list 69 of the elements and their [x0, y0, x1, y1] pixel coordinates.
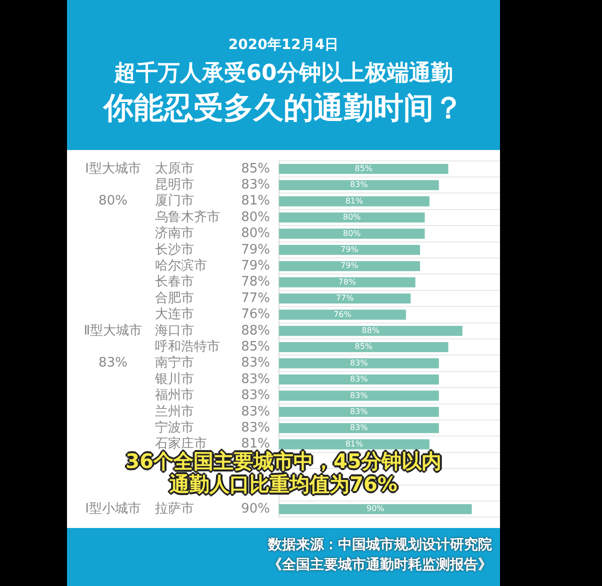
data-label: 80%: [241, 210, 270, 225]
data-label: 83%: [241, 404, 270, 420]
y-tick-label: 长沙市: [155, 242, 194, 258]
text: 《全国主要城市通勤时耗监测报告》: [267, 556, 492, 574]
y-tick-label: 大连市: [155, 307, 194, 322]
data-label: 81%: [241, 436, 270, 452]
data-label: 83%: [241, 372, 270, 387]
text: 90%: [366, 504, 384, 514]
text: 83%: [350, 406, 368, 416]
text: 77%: [336, 294, 354, 303]
y-tick-label: 昆明市: [155, 177, 194, 192]
text: 79%: [340, 244, 358, 254]
data-label: 85%: [241, 161, 270, 176]
data-label: 79%: [241, 258, 270, 274]
annotation: 80%: [98, 194, 128, 209]
text: 83%: [350, 390, 368, 400]
text: 81%: [345, 439, 364, 448]
data-label: 80%: [241, 226, 270, 242]
data-label: 83%: [241, 388, 270, 404]
text: 80%: [342, 212, 361, 222]
text: 2020年12月4日: [227, 36, 340, 54]
text: 85%: [354, 164, 373, 173]
data-label: 88%: [241, 323, 270, 338]
text: 83%: [350, 423, 368, 432]
data-label: 83%: [241, 420, 270, 436]
text: 80%: [342, 228, 361, 238]
text: 83%: [98, 356, 128, 371]
source-note: 数据来源：中国城市规划设计研究院: [266, 536, 492, 554]
y-tick-label: 呼和浩特市: [155, 339, 220, 354]
text: 83%: [350, 374, 368, 384]
annotation: 通勤人口比重均值为76%: [168, 472, 398, 496]
data-label: 83%: [241, 177, 270, 192]
data-label: 77%: [241, 290, 270, 306]
y-tick-label: 太原市: [155, 161, 194, 176]
data-label: 85%: [241, 339, 270, 354]
text: 81%: [345, 196, 364, 206]
y-tick-label: 哈尔滨市: [155, 257, 207, 274]
y-tick-label: 福州市: [155, 388, 194, 404]
text: 85%: [354, 342, 373, 352]
chart-title: 超千万人承受60分钟以上极端通勤: [112, 60, 454, 88]
y-tick-label: 长春市: [155, 274, 194, 290]
annotation: 83%: [350, 358, 368, 368]
text: 83%: [350, 180, 368, 190]
data-label: 83%: [241, 356, 270, 371]
y-tick-label: 海口市: [155, 323, 194, 338]
text: 79%: [340, 261, 358, 270]
data-label: 81%: [241, 194, 270, 209]
y-tick-label: 合肥市: [155, 290, 194, 306]
text: 76%: [334, 310, 352, 319]
y-tick-label: 厦门市: [155, 192, 194, 209]
data-label: 76%: [241, 307, 270, 322]
y-tick-label: 乌鲁木齐市: [155, 210, 220, 225]
data-label: 78%: [241, 274, 270, 290]
y-tick-label: 兰州市: [155, 404, 194, 420]
annotation: Ⅰ型大城市: [85, 161, 141, 176]
y-tick-label: 南宁市: [155, 354, 194, 371]
y-tick-label: 石家庄市: [155, 436, 207, 452]
chart-subtitle: 你能忍受多久的通勤时间？: [102, 90, 464, 128]
text: 88%: [362, 326, 380, 335]
text: 78%: [338, 277, 356, 286]
annotation: Ⅱ型大城市: [84, 323, 142, 338]
y-tick-label: 拉萨市: [155, 501, 194, 516]
data-label: 79%: [241, 242, 270, 258]
annotation: 36个全国主要城市中，45分钟以内: [124, 449, 442, 473]
y-tick-label: 宁波市: [155, 419, 194, 436]
data-label: 90%: [241, 501, 270, 516]
y-tick-label: 银川市: [154, 372, 194, 387]
annotation: Ⅰ型小城市: [85, 501, 141, 516]
y-tick-label: 济南市: [155, 226, 194, 242]
